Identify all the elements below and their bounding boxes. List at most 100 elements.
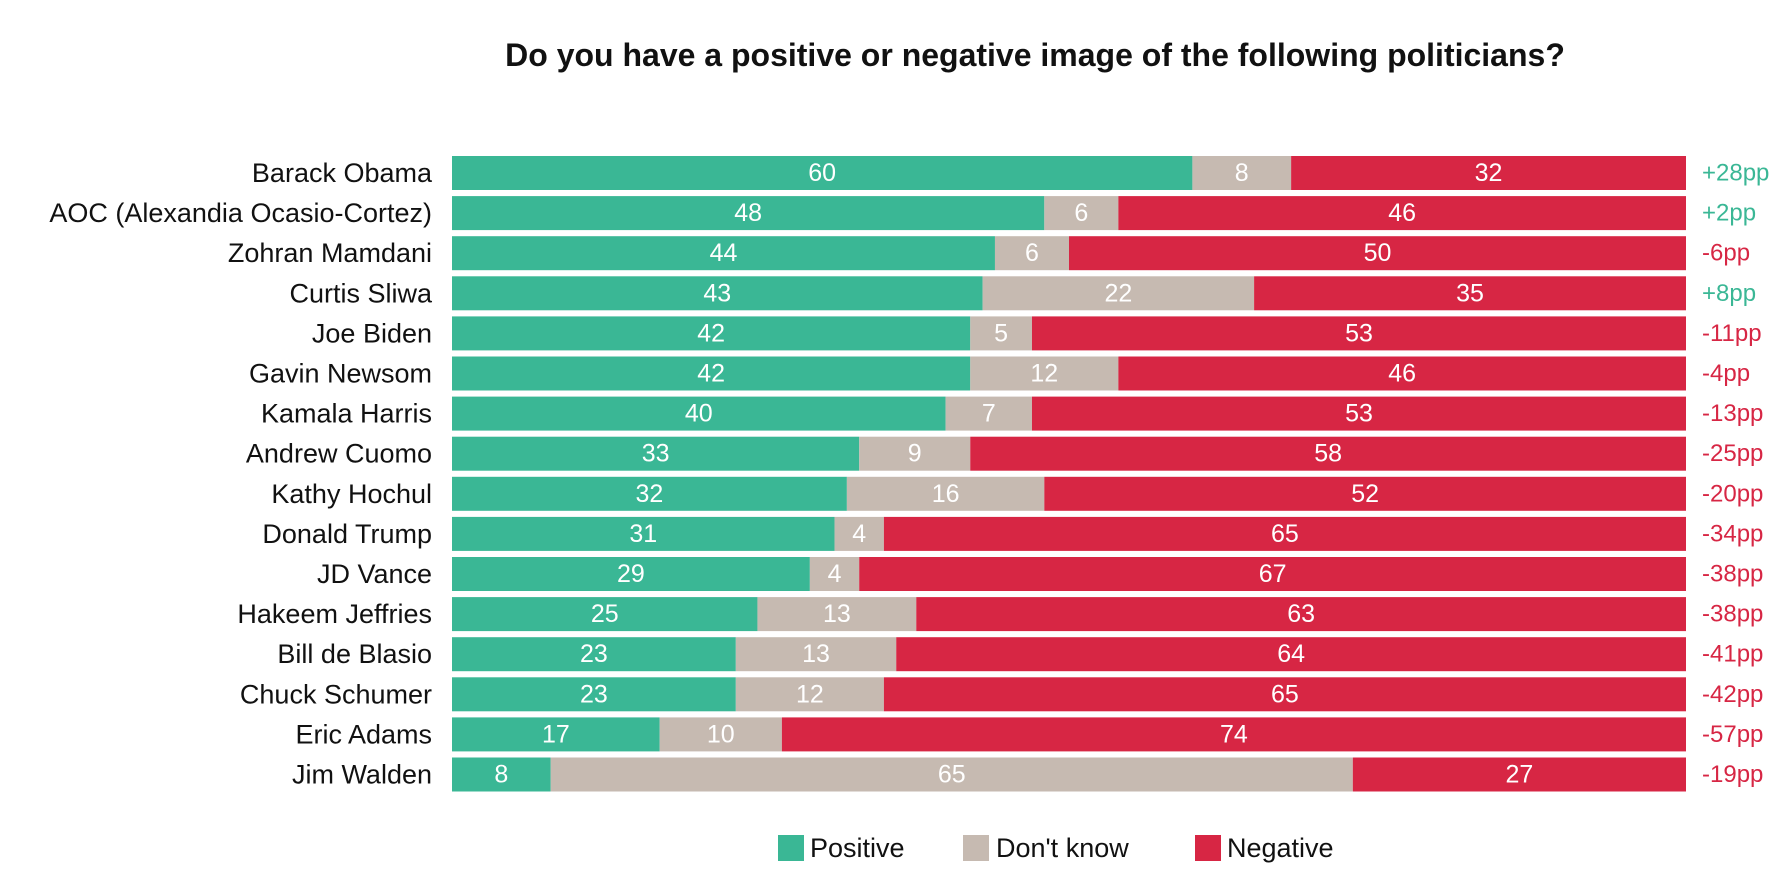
data-label: 13	[823, 600, 851, 628]
bar-segment-negative	[1044, 476, 1686, 511]
net-difference-label: -4pp	[1702, 360, 1750, 387]
data-label: 60	[808, 159, 836, 187]
category-label: JD Vance	[317, 559, 432, 589]
data-label: 40	[685, 400, 713, 428]
net-difference-label: -42pp	[1702, 681, 1763, 708]
net-difference-label: -38pp	[1702, 561, 1763, 588]
data-label: 42	[697, 360, 725, 388]
bar-segment-negative	[883, 677, 1686, 712]
data-label: 44	[710, 239, 738, 267]
bar-segment-positive	[452, 677, 736, 712]
data-label: 65	[938, 761, 966, 789]
bar-segment-negative	[1118, 356, 1686, 391]
category-label: Joe Biden	[312, 318, 432, 348]
bar-segment-negative	[1031, 396, 1686, 431]
bar-segment-don-t-know	[1044, 196, 1119, 231]
net-difference-label: -34pp	[1702, 520, 1763, 547]
data-label: 42	[697, 319, 725, 347]
bar-segment-negative	[859, 557, 1686, 591]
bar-segment-positive	[452, 637, 736, 672]
bar-segment-positive	[452, 316, 971, 351]
bar-segment-positive	[452, 516, 835, 551]
category-label: Gavin Newsom	[249, 359, 432, 389]
bar-segment-don-t-know	[970, 316, 1032, 351]
bar-segment-don-t-know	[994, 236, 1069, 271]
bar-row-hakeem-jeffries: Hakeem Jeffries 25 13 63 -38pp	[237, 597, 1763, 632]
net-difference-label: -41pp	[1702, 641, 1763, 668]
data-label: 5	[994, 319, 1008, 347]
bar-row-gavin-newsom: Gavin Newsom 42 12 46 -4pp	[249, 356, 1750, 391]
data-label: 12	[1030, 360, 1058, 388]
bar-segment-negative	[1118, 196, 1686, 231]
data-label: 27	[1506, 761, 1534, 789]
data-label: 22	[1104, 279, 1132, 307]
chart-title: Do you have a positive or negative image…	[505, 37, 1565, 73]
data-label: 53	[1345, 400, 1373, 428]
bar-segment-don-t-know	[735, 677, 884, 712]
bar-segment-don-t-know	[834, 516, 884, 551]
bar-segment-positive	[452, 356, 971, 391]
data-label: 25	[591, 600, 619, 628]
data-label: 65	[1271, 520, 1299, 548]
bar-segment-don-t-know	[1192, 156, 1292, 190]
bar-segment-negative	[1352, 757, 1686, 792]
data-label: 29	[617, 560, 645, 588]
data-label: 46	[1388, 199, 1416, 227]
category-label: Curtis Sliwa	[289, 278, 433, 308]
data-label: 65	[1271, 680, 1299, 708]
data-label: 63	[1287, 600, 1315, 628]
bar-segment-negative	[1291, 156, 1686, 190]
data-label: 31	[629, 520, 657, 548]
legend-item-don-t-know: Don't know	[963, 833, 1129, 863]
bar-segment-don-t-know	[550, 757, 1353, 792]
data-label: 12	[796, 680, 824, 708]
bar-segment-positive	[452, 597, 758, 632]
chart-rows: Barack Obama 60 8 32 +28pp AOC (Alexandia Oca…	[49, 156, 1769, 792]
category-label: Eric Adams	[295, 719, 432, 749]
bar-segment-positive	[452, 757, 551, 792]
bar-segment-positive	[452, 396, 946, 431]
data-label: 48	[734, 199, 762, 227]
legend-item-positive: Positive	[778, 833, 905, 863]
bar-segment-negative	[1031, 316, 1686, 351]
bar-segment-don-t-know	[659, 717, 782, 752]
bar-row-kathy-hochul: Kathy Hochul 32 16 52 -20pp	[271, 476, 1763, 511]
bar-segment-don-t-know	[735, 637, 897, 672]
legend-swatch	[1195, 835, 1221, 861]
bar-segment-negative	[1069, 236, 1686, 271]
data-label: 9	[908, 440, 922, 468]
bar-segment-negative	[883, 516, 1686, 551]
bar-segment-negative	[896, 637, 1686, 672]
data-label: 64	[1277, 640, 1305, 668]
bar-row-barack-obama: Barack Obama 60 8 32 +28pp	[252, 156, 1769, 190]
bar-segment-negative	[1254, 276, 1686, 311]
bar-row-jd-vance: JD Vance 29 4 67 -38pp	[317, 557, 1763, 591]
category-label: Andrew Cuomo	[246, 439, 432, 469]
bar-row-joe-biden: Joe Biden 42 5 53 -11pp	[312, 316, 1762, 351]
net-difference-label: -57pp	[1702, 721, 1763, 748]
data-label: 53	[1345, 319, 1373, 347]
bar-segment-don-t-know	[982, 276, 1255, 311]
bar-segment-positive	[452, 236, 995, 271]
data-label: 23	[580, 640, 608, 668]
net-difference-label: -19pp	[1702, 761, 1763, 788]
data-label: 4	[828, 560, 842, 588]
legend-swatch	[963, 835, 989, 861]
data-label: 32	[1475, 159, 1503, 187]
data-label: 6	[1025, 239, 1039, 267]
bar-segment-negative	[970, 436, 1686, 471]
net-difference-label: -13pp	[1702, 400, 1763, 427]
category-label: Barack Obama	[252, 158, 433, 188]
bar-segment-don-t-know	[846, 476, 1045, 511]
legend-swatch	[778, 835, 804, 861]
bar-segment-don-t-know	[945, 396, 1032, 431]
bar-segment-positive	[452, 436, 860, 471]
bar-row-andrew-cuomo: Andrew Cuomo 33 9 58 -25pp	[246, 436, 1763, 471]
bar-row-bill-de-blasio: Bill de Blasio 23 13 64 -41pp	[277, 637, 1763, 672]
category-label: Kathy Hochul	[271, 479, 432, 509]
category-label: Bill de Blasio	[277, 639, 432, 669]
chart-legend: Positive Don't know Negative	[778, 833, 1334, 863]
net-difference-label: -6pp	[1702, 240, 1750, 267]
data-label: 50	[1364, 239, 1392, 267]
